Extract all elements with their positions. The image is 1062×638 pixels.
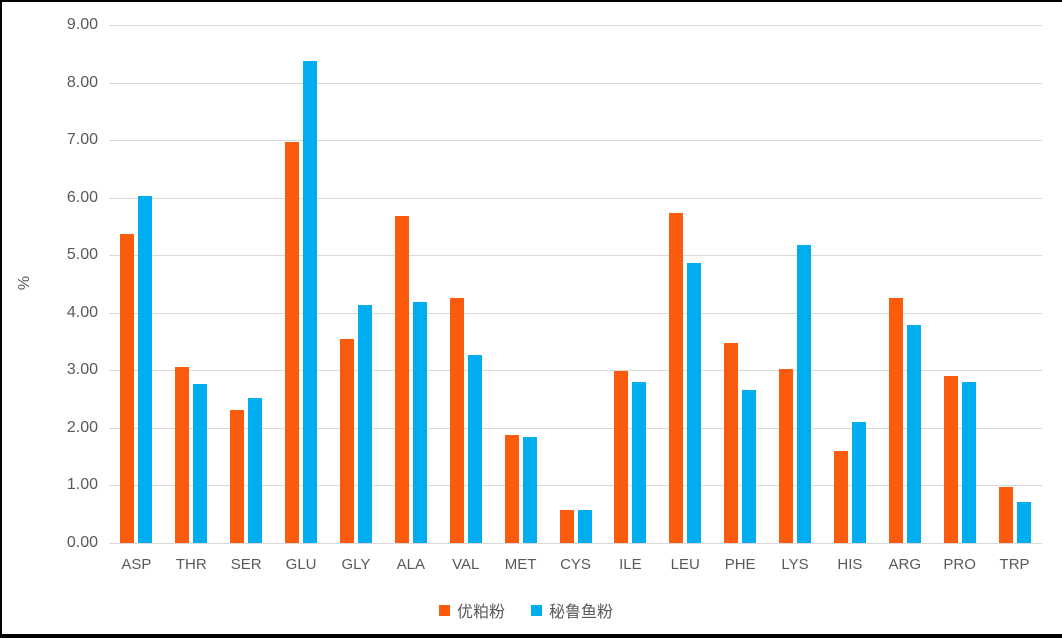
x-tick-label-gly: GLY xyxy=(341,556,371,573)
legend-item-series1: 优粕粉 xyxy=(438,598,505,622)
legend-swatch-icon xyxy=(531,604,542,616)
bar-met-series1 xyxy=(504,435,519,543)
y-tick-label: 8.00 xyxy=(66,73,98,91)
y-tick-label: 4.00 xyxy=(66,303,98,321)
bar-gly-series1 xyxy=(339,339,354,543)
y-tick-label: 6.00 xyxy=(66,188,98,206)
bar-ala-series2 xyxy=(412,302,427,543)
x-tick-label-cys: CYS xyxy=(560,556,591,573)
bar-ser-series2 xyxy=(248,397,263,543)
bar-arg-series1 xyxy=(888,297,903,543)
gridline xyxy=(109,197,1042,199)
bar-phe-series2 xyxy=(742,389,757,543)
bar-val-series2 xyxy=(467,354,482,543)
bar-trp-series1 xyxy=(998,487,1013,543)
gridline xyxy=(109,255,1042,257)
gridline xyxy=(109,543,1042,544)
bar-ile-series2 xyxy=(632,381,647,543)
bar-pro-series1 xyxy=(943,375,958,543)
y-tick-label: 5.00 xyxy=(66,246,98,264)
x-tick-label-trp: TRP xyxy=(999,556,1030,573)
legend-label: 优粕粉 xyxy=(456,604,505,621)
x-tick-label-leu: LEU xyxy=(670,556,700,573)
y-tick-label: 0.00 xyxy=(66,534,98,551)
x-tick-label-ser: SER xyxy=(230,556,262,573)
x-tick-label-pro: PRO xyxy=(943,556,976,573)
gridline xyxy=(109,82,1042,84)
bar-cys-series1 xyxy=(559,510,574,543)
bar-asp-series1 xyxy=(120,233,135,543)
bar-ala-series1 xyxy=(394,216,409,543)
bar-val-series1 xyxy=(449,297,464,543)
bar-his-series2 xyxy=(851,421,866,543)
bar-ile-series1 xyxy=(614,370,629,543)
bar-pro-series2 xyxy=(961,382,976,543)
bar-cys-series2 xyxy=(577,510,592,543)
y-tick-label: 2.00 xyxy=(66,418,98,436)
bar-phe-series1 xyxy=(724,343,739,543)
bar-lys-series1 xyxy=(779,369,794,543)
x-tick-label-ile: ILE xyxy=(619,556,642,573)
x-tick-label-glu: GLU xyxy=(285,556,317,573)
bar-thr-series1 xyxy=(175,366,190,543)
x-tick-label-arg: ARG xyxy=(888,556,922,573)
x-tick-label-his: HIS xyxy=(837,556,863,573)
x-tick-label-phe: PHE xyxy=(724,556,756,573)
y-tick-label: 9.00 xyxy=(66,15,98,33)
gridline xyxy=(109,140,1042,142)
legend-item-series2: 秘鲁鱼粉 xyxy=(531,598,613,622)
legend-label: 秘鲁鱼粉 xyxy=(549,604,614,621)
gridline xyxy=(109,427,1042,429)
y-tick-label: 1.00 xyxy=(66,476,98,494)
gridline xyxy=(109,24,1042,26)
x-tick-label-thr: THR xyxy=(175,556,207,573)
bar-met-series2 xyxy=(522,436,537,543)
x-tick-label-val: VAL xyxy=(452,556,480,573)
y-tick-label: 7.00 xyxy=(66,131,98,149)
gridline xyxy=(109,485,1042,487)
bar-thr-series2 xyxy=(193,384,208,543)
x-tick-label-asp: ASP xyxy=(121,556,152,573)
bar-arg-series2 xyxy=(906,325,921,543)
x-tick-label-lys: LYS xyxy=(781,556,809,573)
bar-his-series1 xyxy=(833,451,848,543)
legend-swatch-icon xyxy=(438,604,450,616)
bar-gly-series2 xyxy=(357,305,372,543)
bar-asp-series2 xyxy=(138,195,153,543)
bar-lys-series2 xyxy=(797,245,812,543)
bar-leu-series1 xyxy=(669,212,684,543)
y-axis-title: % xyxy=(16,275,34,291)
bar-leu-series2 xyxy=(687,263,702,543)
bar-trp-series2 xyxy=(1016,501,1031,543)
bar-glu-series1 xyxy=(285,141,300,543)
x-tick-label-met: MET xyxy=(504,556,537,573)
legend: 优粕粉 秘鲁鱼粉 xyxy=(2,598,1050,622)
y-tick-label: 3.00 xyxy=(66,361,98,379)
bar-glu-series2 xyxy=(303,61,318,543)
gridline xyxy=(109,370,1042,372)
bar-ser-series1 xyxy=(230,410,245,543)
gridline xyxy=(109,312,1042,314)
x-tick-label-ala: ALA xyxy=(396,556,426,573)
